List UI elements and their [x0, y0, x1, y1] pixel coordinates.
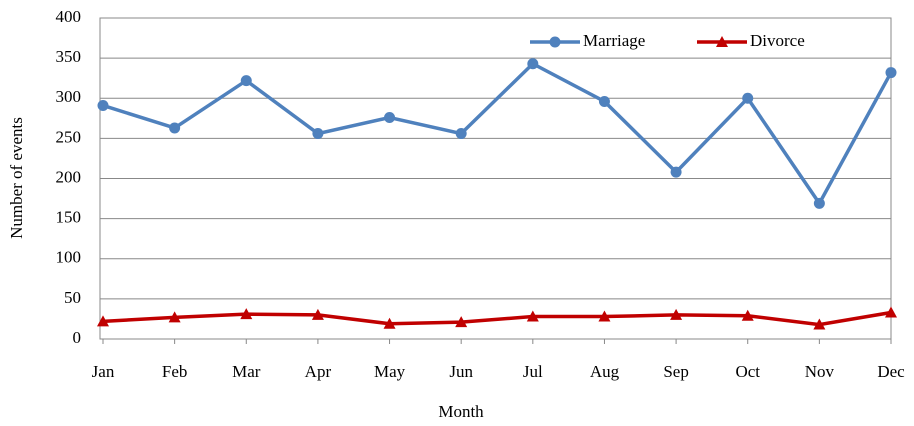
marker: [527, 58, 539, 70]
y-tick-label: 300: [56, 87, 82, 106]
y-tick-label: 100: [56, 248, 82, 267]
x-tick-label: Jun: [449, 362, 473, 381]
y-tick-label: 200: [56, 167, 82, 186]
marker: [670, 308, 683, 320]
x-tick-label: Jul: [523, 362, 543, 381]
marker: [455, 316, 468, 328]
legend-label: Divorce: [750, 31, 805, 50]
marker: [885, 306, 897, 318]
x-tick-label: Oct: [735, 362, 760, 381]
marker: [670, 166, 682, 178]
legend-label: Marriage: [583, 31, 645, 50]
marker: [885, 67, 897, 79]
marker: [311, 308, 324, 320]
y-tick-label: 0: [73, 328, 82, 347]
marker: [383, 317, 396, 329]
marker: [742, 92, 754, 104]
y-tick-label: 250: [56, 127, 82, 146]
x-tick-label: Jan: [92, 362, 115, 381]
y-tick-label: 150: [56, 208, 82, 227]
marker: [312, 128, 324, 140]
marker: [598, 310, 611, 322]
marker: [526, 310, 539, 322]
marker: [455, 128, 467, 140]
marker: [97, 99, 109, 111]
y-tick-label: 50: [64, 288, 81, 307]
marker: [549, 36, 561, 48]
x-tick-label: Feb: [162, 362, 188, 381]
x-tick-label: Aug: [590, 362, 620, 381]
marker: [384, 112, 396, 124]
plot-frame: [99, 17, 892, 340]
marker: [598, 95, 610, 107]
series-line: [102, 61, 893, 207]
x-tick-label: Mar: [232, 362, 261, 381]
marker: [741, 309, 754, 321]
marker: [240, 75, 252, 87]
x-axis-title: Month: [438, 402, 484, 421]
x-tick-label: Dec: [877, 362, 905, 381]
y-axis-title: Number of events: [7, 117, 26, 239]
y-tick-label: 400: [56, 7, 82, 26]
series-line: [102, 310, 892, 327]
marker: [813, 318, 826, 330]
y-tick-label: 350: [56, 47, 82, 66]
marker: [97, 315, 109, 327]
x-tick-label: Nov: [805, 362, 835, 381]
x-tick-label: Apr: [305, 362, 332, 381]
marker: [716, 36, 728, 47]
marker: [169, 122, 181, 134]
marker: [813, 197, 825, 209]
x-tick-label: May: [374, 362, 406, 381]
marker: [240, 308, 253, 320]
x-tick-label: Sep: [663, 362, 689, 381]
marker: [168, 311, 181, 323]
